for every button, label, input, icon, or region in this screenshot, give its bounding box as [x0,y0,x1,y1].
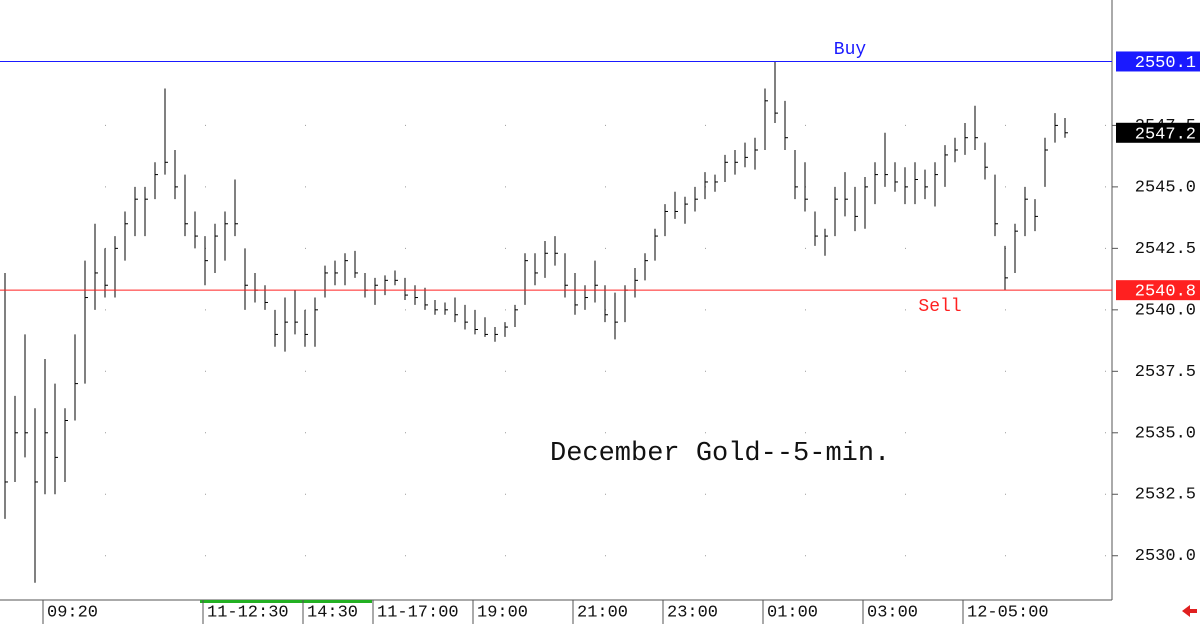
x-tick-label: 01:00 [767,603,818,622]
x-tick-label: 14:30 [307,603,358,622]
y-tick-label: 2537.5 [1135,363,1196,382]
level-label: Sell [918,297,961,317]
session-marker [200,600,372,603]
price-tag [1116,280,1200,301]
last-price-label: 2547.2 [1135,125,1196,144]
x-tick-label: 19:00 [477,603,528,622]
y-tick-label: 2532.5 [1135,486,1196,505]
x-tick-label: 21:00 [577,603,628,622]
last-price-tag [1116,122,1200,143]
price-tag [1116,51,1200,72]
chart-title: December Gold--5-min. [550,439,890,469]
y-tick-label: 2530.0 [1135,547,1196,566]
price-tag-label: 2550.1 [1135,54,1196,73]
x-tick-label: 11-12:30 [207,603,289,622]
scroll-arrow[interactable] [1182,605,1197,617]
y-tick-label: 2535.0 [1135,424,1196,443]
x-tick-label: 23:00 [667,603,718,622]
x-tick-label: 12-05:00 [967,603,1049,622]
x-tick-label: 03:00 [867,603,918,622]
level-label: Buy [834,40,867,60]
y-tick-label: 2545.0 [1135,178,1196,197]
y-tick-label: 2542.5 [1135,240,1196,259]
x-tick-label: 11-17:00 [377,603,459,622]
y-tick-label: 2540.0 [1135,301,1196,320]
price-tag-label: 2540.8 [1135,283,1196,302]
x-tick-label: 09:20 [47,603,98,622]
